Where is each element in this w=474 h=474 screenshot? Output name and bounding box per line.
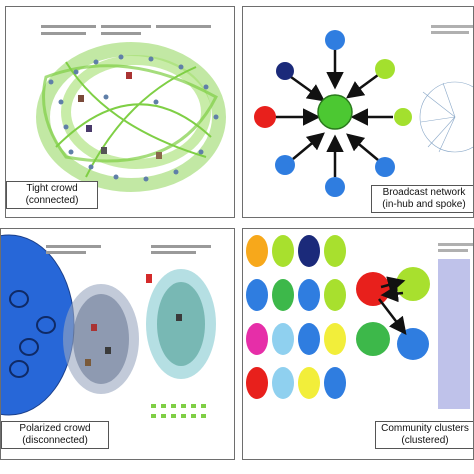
broadcast-real-graph-text	[431, 25, 473, 34]
polarized-left-cluster	[63, 284, 139, 394]
panel-community-clusters: Community clusters (clustered)	[242, 228, 474, 460]
community-node	[246, 367, 268, 399]
polarized-big-blue-cluster	[1, 234, 75, 416]
tight-crowd-network-graph	[36, 25, 226, 192]
community-node	[298, 367, 320, 399]
caption-tight-crowd: Tight crowd (connected)	[6, 181, 98, 209]
caption-community-line1: Community clusters	[381, 423, 469, 434]
caption-community-clusters: Community clusters (clustered)	[375, 421, 473, 449]
community-node	[324, 279, 346, 311]
broadcast-real-graph	[419, 81, 473, 153]
community-grid-nodes	[246, 235, 346, 399]
community-node	[324, 367, 346, 399]
tight-crowd-nodes	[48, 54, 219, 182]
caption-broadcast-line2: (in-hub and spoke)	[382, 199, 466, 210]
panel-polarized-crowd: Polarized crowd (disconnected)	[0, 228, 235, 460]
community-node	[272, 367, 294, 399]
caption-polarized-line2: (disconnected)	[22, 435, 88, 446]
broadcast-arrows	[275, 49, 393, 177]
community-real-graph	[438, 259, 470, 409]
polarized-right-cluster	[146, 269, 216, 379]
community-node	[272, 323, 294, 355]
community-node	[324, 323, 346, 355]
caption-broadcast-line1: Broadcast network	[382, 187, 466, 198]
community-clusters-diagram	[246, 235, 473, 409]
community-node	[246, 235, 268, 267]
caption-polarized-crowd: Polarized crowd (disconnected)	[1, 421, 109, 449]
community-node	[246, 323, 268, 355]
panel-tight-crowd: Tight crowd (connected)	[5, 6, 235, 218]
panel-broadcast-network: Broadcast network (in-hub and spoke)	[242, 6, 474, 218]
community-node	[298, 279, 320, 311]
community-node	[272, 235, 294, 267]
hub-node	[317, 94, 353, 130]
community-node	[298, 323, 320, 355]
polarized-text-labels	[46, 245, 211, 254]
community-arrow-cluster	[356, 267, 430, 360]
community-node	[298, 235, 320, 267]
polarized-crowd-diagram	[1, 234, 216, 418]
caption-tight-crowd-line1: Tight crowd	[26, 183, 78, 194]
community-real-graph-text	[438, 243, 473, 252]
caption-tight-crowd-line2: (connected)	[25, 195, 79, 206]
polarized-isolates	[151, 404, 206, 418]
caption-community-line2: (clustered)	[401, 435, 449, 446]
tight-crowd-text-labels	[41, 25, 211, 35]
broadcast-nodes	[254, 30, 412, 197]
caption-broadcast-network: Broadcast network (in-hub and spoke)	[371, 185, 473, 213]
caption-polarized-line1: Polarized crowd	[19, 423, 91, 434]
community-node	[246, 279, 268, 311]
community-node	[272, 279, 294, 311]
tight-crowd-edges	[36, 42, 226, 192]
community-node	[324, 235, 346, 267]
broadcast-network-diagram	[254, 25, 473, 197]
tight-crowd-avatars	[78, 72, 162, 159]
